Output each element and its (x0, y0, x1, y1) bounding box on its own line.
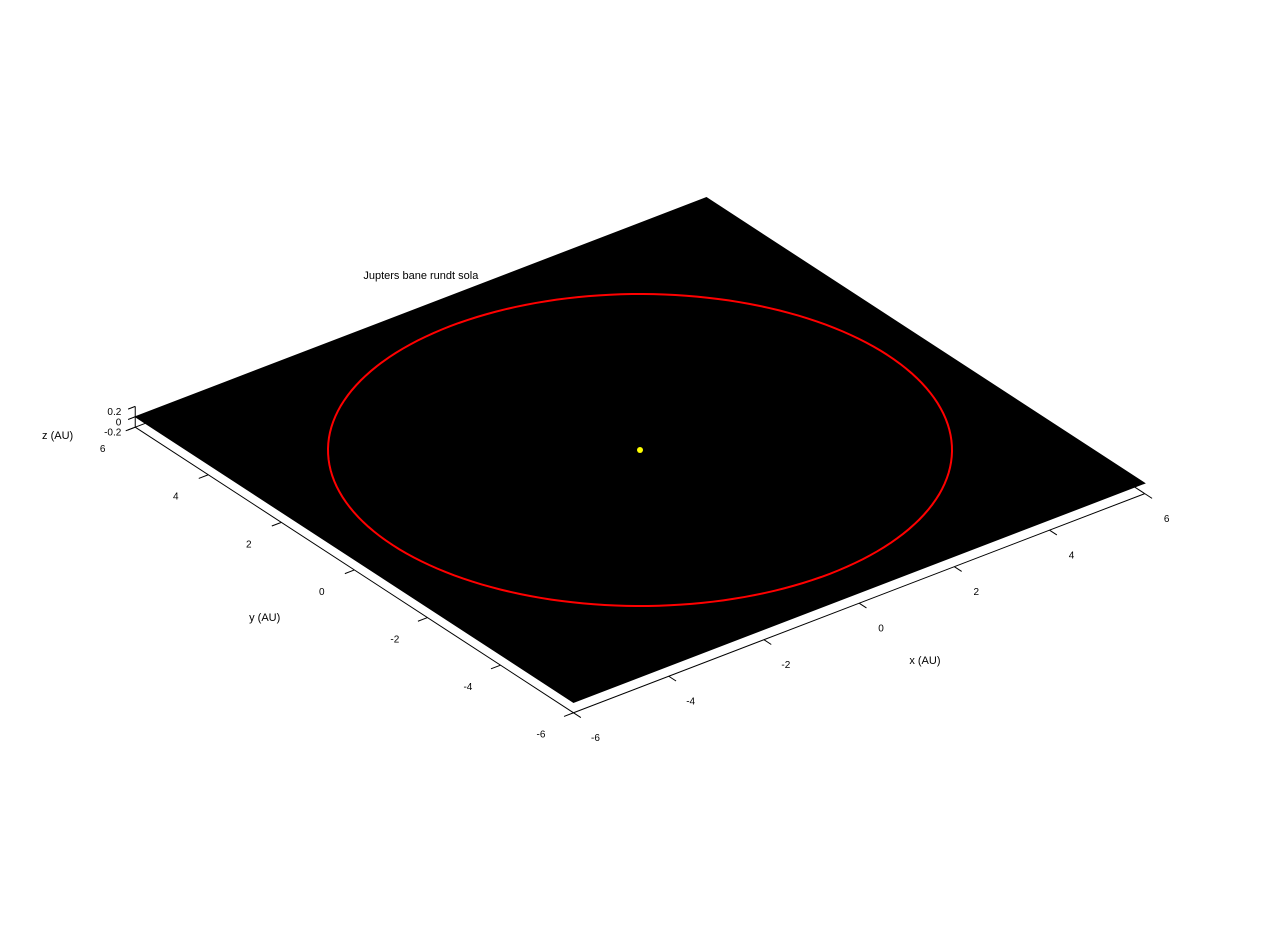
y-tick-label: 6 (100, 444, 106, 455)
x-tick (1050, 530, 1057, 535)
x-axis-label: x (AU) (909, 655, 940, 667)
x-tick-label: 2 (973, 587, 979, 598)
y-tick (199, 475, 209, 479)
z-tick (128, 417, 135, 420)
x-tick (669, 676, 676, 681)
z-tick (128, 427, 135, 430)
z-tick-label: 0 (116, 417, 122, 428)
x-tick-label: -4 (686, 697, 695, 708)
x-tick (954, 567, 961, 572)
y-axis-label: y (AU) (249, 612, 280, 624)
y-tick-label: 0 (319, 587, 325, 598)
x-tick-label: 4 (1069, 550, 1075, 561)
sun-marker (637, 447, 643, 453)
x-tick-label: -2 (781, 660, 790, 671)
z-tick (128, 406, 135, 409)
orbit-3d-plot: -6-4-20246x (AU)-6-4-20246y (AU)-0.200.2… (0, 0, 1280, 927)
y-tick (272, 522, 282, 526)
y-tick-label: 4 (173, 492, 179, 503)
plot-title: Jupters bane rundt sola (363, 270, 479, 282)
z-tick-label: 0.2 (107, 407, 121, 418)
y-tick-label: -6 (537, 730, 546, 741)
x-tick (574, 713, 581, 718)
z-tick-label: -0.2 (104, 428, 122, 439)
x-tick (859, 603, 866, 608)
plot-container: -6-4-20246x (AU)-6-4-20246y (AU)-0.200.2… (0, 0, 1280, 927)
z-axis-label: z (AU) (42, 430, 73, 442)
y-tick-label: -2 (390, 635, 399, 646)
x-tick-label: 0 (878, 623, 884, 634)
y-tick (564, 713, 574, 717)
y-tick-label: -4 (463, 682, 472, 693)
x-tick-label: 6 (1164, 514, 1170, 525)
x-tick (1145, 494, 1152, 499)
x-tick-label: -6 (591, 733, 600, 744)
y-tick (491, 665, 501, 669)
x-tick (764, 640, 771, 645)
y-tick (418, 618, 428, 622)
y-tick-label: 2 (246, 539, 252, 550)
y-tick (345, 570, 355, 574)
